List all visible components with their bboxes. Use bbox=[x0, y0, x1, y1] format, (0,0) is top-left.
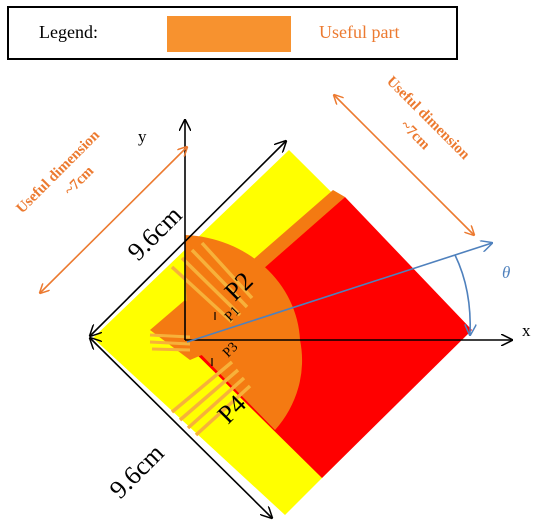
useful-dimension-label-right-line1: Useful dimension bbox=[383, 74, 473, 164]
legend-box: Legend: Useful part bbox=[7, 6, 458, 60]
useful-dimension-line-left bbox=[40, 147, 187, 293]
angle-label: θ bbox=[502, 263, 510, 282]
dimension-label-bottom: 9.6cm bbox=[104, 438, 170, 504]
useful-dimension-line-right bbox=[334, 95, 474, 235]
dimension-line-bottom bbox=[90, 338, 272, 518]
x-axis-label: x bbox=[522, 321, 531, 340]
y-axis-label: y bbox=[138, 127, 147, 146]
angle-arc bbox=[454, 254, 470, 335]
legend-title: Legend: bbox=[39, 22, 98, 42]
legend-swatch-useful-part bbox=[167, 16, 291, 52]
legend-label-useful-part: Useful part bbox=[319, 22, 400, 42]
dimension-label-top: 9.6cm bbox=[122, 200, 188, 266]
